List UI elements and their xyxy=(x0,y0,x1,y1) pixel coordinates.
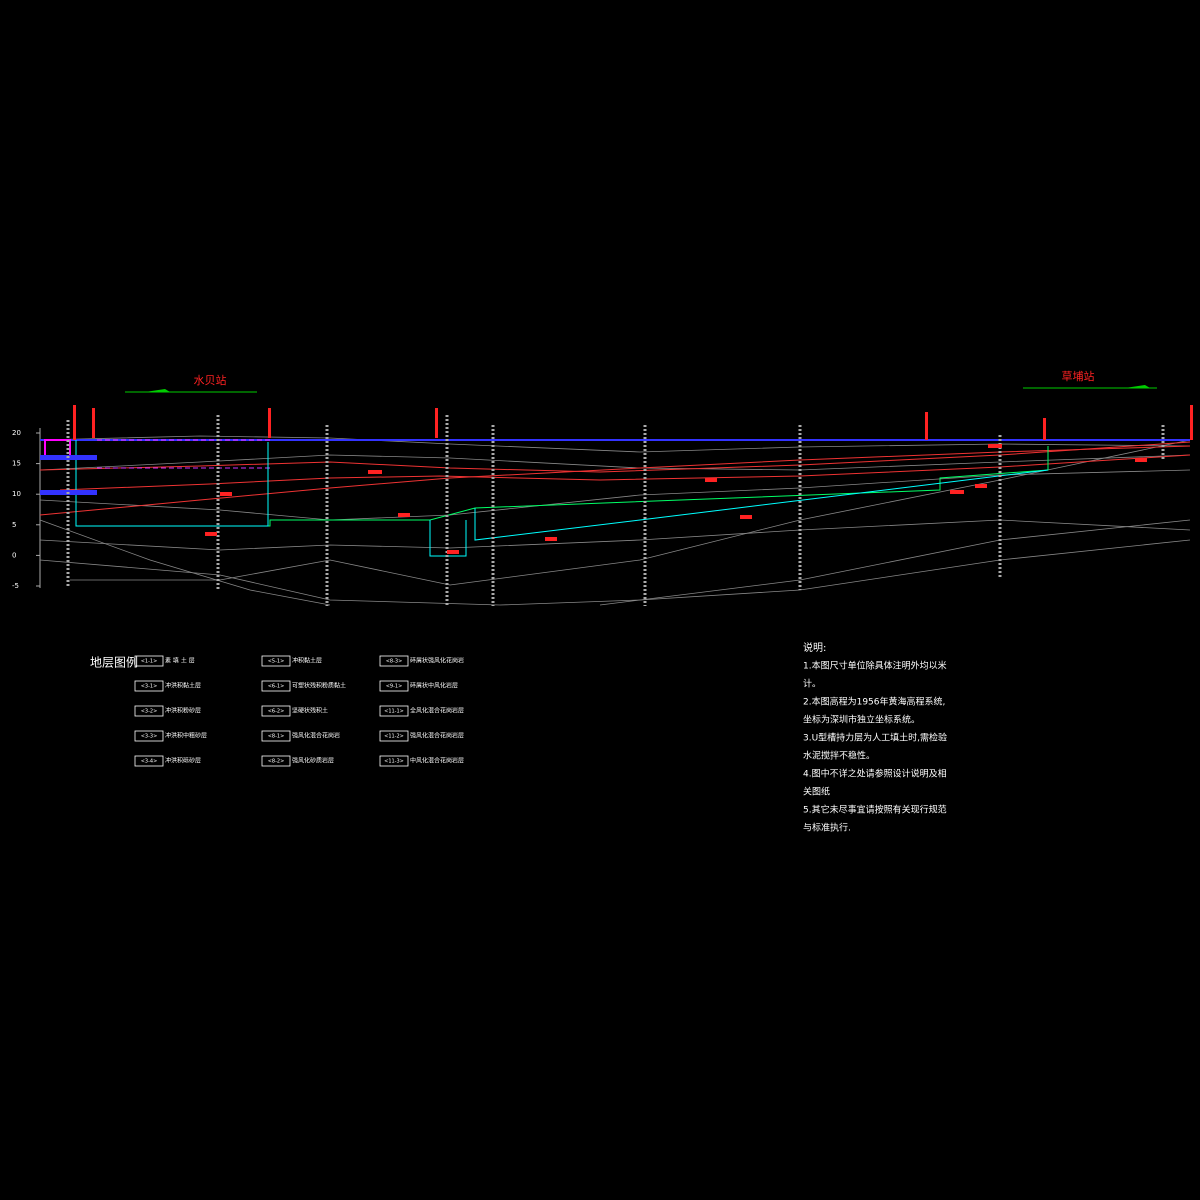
legend-swatch xyxy=(261,705,291,717)
legend-code: <1-1> xyxy=(141,659,158,665)
boreholes xyxy=(66,415,1165,606)
legend-name: 强风化砂质岩层 xyxy=(292,757,334,765)
note-line: 2.本图高程为1956年黄海高程系统, xyxy=(803,696,945,708)
legend-swatch xyxy=(261,755,291,767)
legend-name: 素 填 土 层 xyxy=(165,657,195,665)
note-line: 与标准执行. xyxy=(803,822,851,834)
elevation-ticks: 20 15 10 5 0 -5 xyxy=(12,429,40,590)
station-arrow xyxy=(145,389,170,392)
legend-code: <3-3> xyxy=(141,734,158,740)
legend-swatch xyxy=(261,730,291,742)
legend-title: 地层图例 xyxy=(90,656,138,670)
legend-swatch xyxy=(379,730,409,742)
legend-swatch xyxy=(134,755,164,767)
legend-swatch xyxy=(134,730,164,742)
elevation-tick-label: 20 xyxy=(12,429,21,437)
elevation-tick-label: 15 xyxy=(12,460,21,468)
note-line: 水泥搅拌不稳性。 xyxy=(803,750,875,762)
legend-swatch xyxy=(379,680,409,692)
elevation-tick-label: 5 xyxy=(12,521,16,529)
legend-code: <3-2> xyxy=(141,709,158,715)
legend-name: 碎屑状中风化岩层 xyxy=(410,682,458,690)
legend-code: <6-2> xyxy=(268,709,285,715)
legend-swatch xyxy=(379,755,409,767)
legend-swatch xyxy=(379,705,409,717)
elevation-tick-label: 0 xyxy=(12,551,16,559)
elevation-tick-label: 10 xyxy=(12,490,21,498)
legend-code: <8-2> xyxy=(268,759,285,765)
legend-code: <3-1> xyxy=(141,684,158,690)
legend-swatch xyxy=(261,655,291,667)
legend-swatch xyxy=(134,680,164,692)
legend: <1-1> 素 填 土 层 <3-1> 冲洪积黏土层 <3-2> 冲洪积粉砂层 <3-3> 冲… xyxy=(134,655,464,767)
legend-name: 中风化混合花岗岩层 xyxy=(410,757,464,765)
legend-name: 冲积黏土层 xyxy=(292,657,322,665)
legend-code: <11-2> xyxy=(384,734,404,740)
legend-code: <6-1> xyxy=(268,684,285,690)
station-label: 草埔站 xyxy=(1062,369,1095,383)
legend-name: 强风化混合花岗岩 xyxy=(292,732,340,740)
legend-name: 冲洪积黏土层 xyxy=(165,682,201,690)
legend-name: 坚硬状残积土 xyxy=(292,707,328,715)
legend-name: 碎屑状强风化花岗岩 xyxy=(410,657,464,665)
legend-swatch xyxy=(379,655,409,667)
legend-code: <11-3> xyxy=(384,759,404,765)
legend-swatch xyxy=(134,705,164,717)
station-label: 水贝站 xyxy=(194,373,227,387)
legend-name: 强风化混合花岗岩层 xyxy=(410,732,464,740)
note-line: 计。 xyxy=(803,678,821,690)
legend-code: <8-3> xyxy=(386,659,403,665)
legend-name: 全风化混合花岗岩层 xyxy=(410,707,464,715)
note-line: 关图纸 xyxy=(803,786,830,798)
legend-code: <3-4> xyxy=(141,759,158,765)
note-line: 坐标为深圳市独立坐标系统。 xyxy=(803,714,920,726)
note-line: 1.本图尺寸单位除具体注明外均以米 xyxy=(803,660,947,672)
red-tags xyxy=(73,405,1193,554)
note-line: 4.图中不详之处请参照设计说明及相 xyxy=(803,768,947,780)
legend-name: 可塑状残积粉质黏土 xyxy=(292,682,346,690)
legend-code: <11-1> xyxy=(384,709,404,715)
notes-title: 说明: xyxy=(803,641,826,654)
legend-code: <9-1> xyxy=(386,684,403,690)
note-line: 3.U型槽持力层为人工填土时,需检验 xyxy=(803,732,947,744)
legend-name: 冲洪积中粗砂层 xyxy=(165,732,207,740)
legend-name: 冲洪积粉砂层 xyxy=(165,707,201,715)
note-line: 5.其它未尽事宜请按照有关现行规范 xyxy=(803,804,947,816)
legend-code: <5-1> xyxy=(268,659,285,665)
legend-name: 冲洪积砾砂层 xyxy=(165,757,201,765)
legend-swatch xyxy=(134,655,164,667)
elevation-tick-label: -5 xyxy=(12,582,19,590)
legend-swatch xyxy=(261,680,291,692)
station-arrow xyxy=(1125,385,1150,388)
legend-code: <8-1> xyxy=(268,734,285,740)
strata xyxy=(39,435,1191,606)
